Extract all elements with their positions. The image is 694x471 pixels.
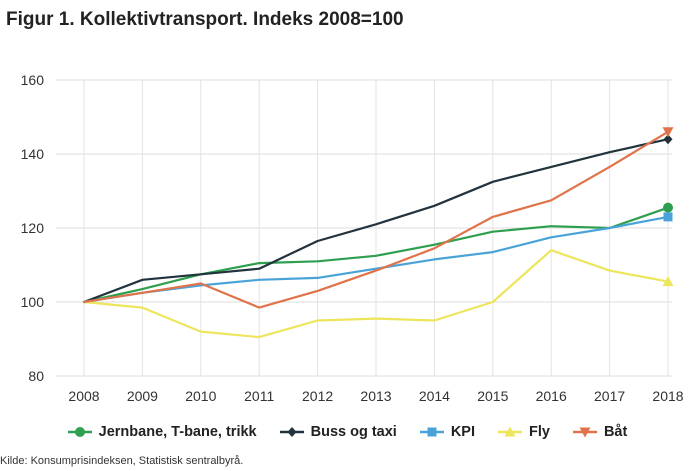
legend-swatch-icon — [498, 426, 522, 437]
legend-label: KPI — [450, 424, 475, 440]
series-line-3 — [82, 249, 670, 339]
x-tick-label: 2011 — [244, 388, 274, 404]
legend-swatch-icon — [279, 427, 304, 437]
series-end-marker-4 — [662, 127, 674, 138]
series-layer — [82, 127, 674, 339]
source-note: Kilde: Konsumprisindeksen, Statistisk se… — [0, 455, 244, 467]
legend-label: Båt — [603, 424, 628, 440]
legend-item-1: Buss og taxi — [279, 424, 397, 440]
legend-marker-icon — [504, 426, 516, 437]
series-line-2 — [82, 215, 670, 304]
legend-marker-icon — [74, 427, 85, 437]
y-tick-label: 80 — [28, 368, 44, 384]
grid-layer — [56, 79, 672, 377]
legend-item-2: KPI — [419, 424, 475, 440]
chart-title: Figur 1. Kollektivtransport. Indeks 2008… — [6, 9, 404, 30]
y-tick-label: 120 — [21, 220, 45, 236]
x-tick-label: 2017 — [594, 388, 625, 404]
series-end-marker-3 — [662, 276, 674, 287]
series-end-marker-1 — [663, 134, 673, 145]
legend-item-4: Båt — [572, 424, 627, 440]
legend-marker-icon — [427, 427, 437, 437]
x-tick-label: 2013 — [360, 388, 391, 404]
legend-item-0: Jernbane, T-bane, trikk — [67, 424, 257, 440]
x-tick-label: 2014 — [419, 388, 450, 404]
legend-swatch-icon — [419, 427, 444, 437]
x-tick-label: 2009 — [127, 388, 158, 404]
x-tick-label: 2010 — [185, 388, 216, 404]
legend-item-3: Fly — [497, 424, 550, 440]
legend-label: Buss og taxi — [310, 424, 397, 440]
axis-layer: 80 100 120 140 160 2008 2009 2010 2011 2012 2013 20… — [21, 72, 684, 404]
series-end-marker-2 — [663, 212, 673, 222]
y-tick-label: 140 — [21, 146, 45, 162]
legend-label: Fly — [529, 424, 550, 440]
legend-marker-icon — [579, 427, 591, 438]
x-tick-label: 2012 — [302, 388, 333, 404]
y-tick-label: 160 — [21, 72, 45, 88]
y-tick-label: 100 — [21, 294, 45, 310]
series-line-1 — [82, 138, 670, 304]
legend-label: Jernbane, T-bane, trikk — [98, 424, 257, 440]
series-line-4 — [82, 130, 670, 309]
line-chart: 80 100 120 140 160 2008 2009 2010 2011 2012 2013 20… — [21, 72, 684, 404]
x-tick-label: 2016 — [536, 388, 567, 404]
legend-swatch-icon — [67, 427, 92, 437]
x-tick-label: 2015 — [477, 388, 508, 404]
legend-marker-icon — [287, 427, 297, 437]
x-tick-label: 2018 — [652, 388, 683, 404]
legend-swatch-icon — [572, 427, 597, 438]
legend: Jernbane, T-bane, trikk Buss og taxi KPI Fl… — [0, 424, 694, 440]
series-line-0 — [82, 206, 670, 304]
x-tick-label: 2008 — [68, 388, 99, 404]
series-end-marker-0 — [663, 202, 673, 213]
